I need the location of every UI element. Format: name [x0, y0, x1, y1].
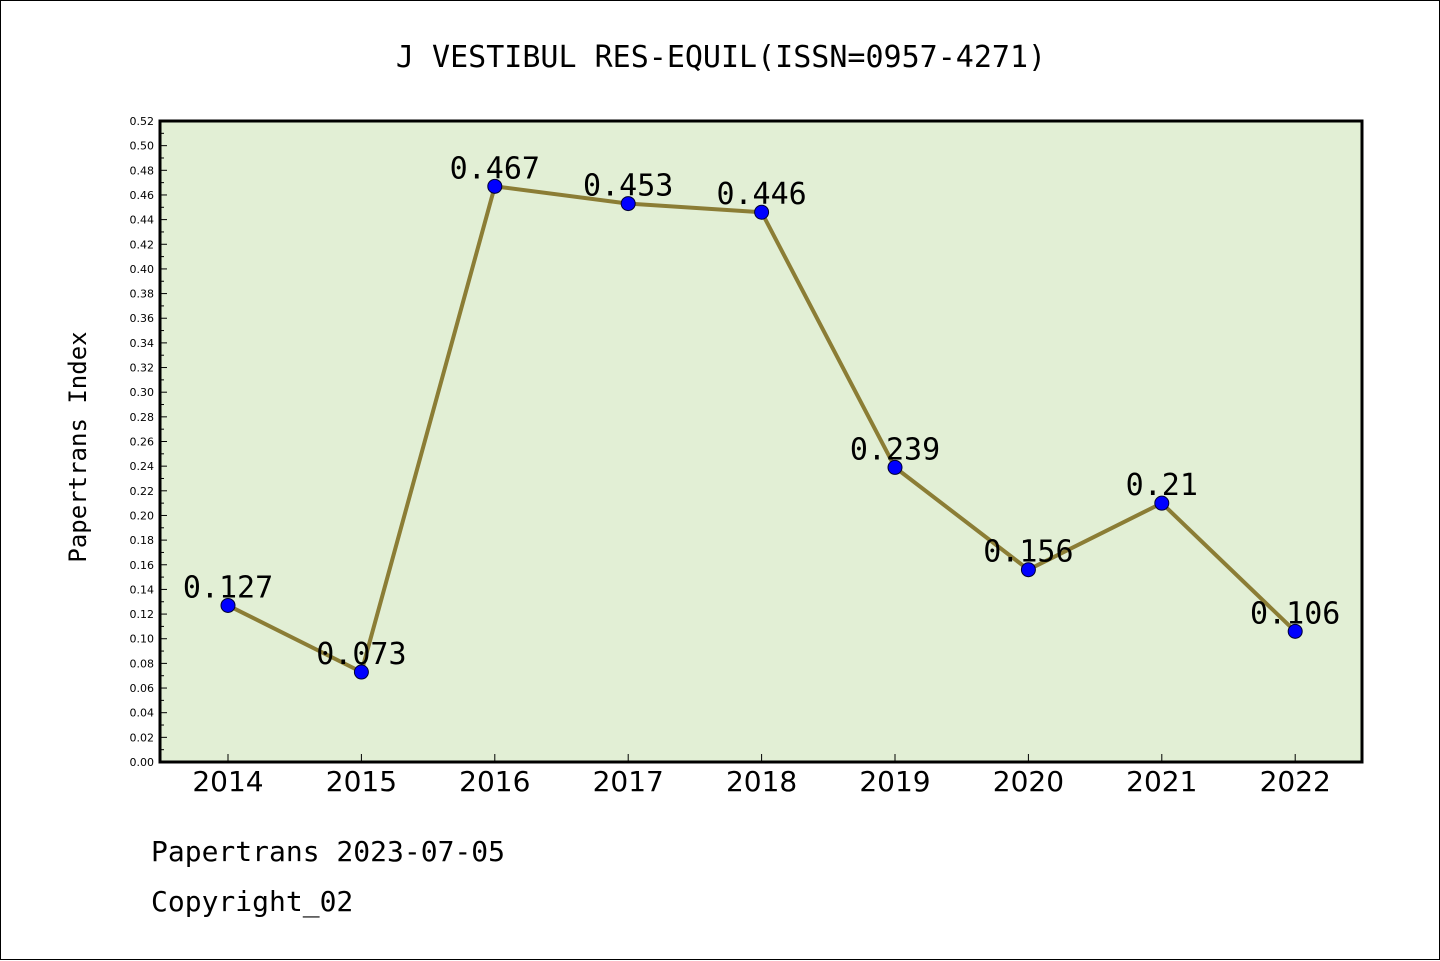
x-tick-label: 2020 — [993, 765, 1064, 798]
x-tick-label: 2017 — [593, 765, 664, 798]
y-tick-label: 0.38 — [130, 288, 155, 301]
footer-copyright: Copyright_02 — [151, 885, 354, 918]
y-tick-label: 0.36 — [130, 312, 155, 325]
y-tick-label: 0.26 — [130, 436, 155, 449]
data-point — [620, 196, 636, 212]
data-label: 0.127 — [183, 570, 273, 605]
y-tick-label: 0.00 — [130, 756, 155, 769]
data-point — [220, 597, 236, 613]
y-tick-label: 0.18 — [130, 534, 155, 547]
y-tick-label: 0.24 — [130, 460, 155, 473]
y-tick-label: 0.40 — [130, 263, 155, 276]
data-point — [1287, 623, 1303, 639]
data-label: 0.073 — [316, 637, 406, 672]
x-axis: 2014 2015 2016 2017 2018 2019 2020 2021 2022 — [192, 754, 1331, 798]
y-tick-label: 0.42 — [130, 238, 155, 251]
y-tick-label: 0.06 — [130, 682, 155, 695]
chart-title: J VESTIBUL RES-EQUIL(ISSN=0957-4271) — [396, 40, 1046, 75]
data-point — [754, 204, 770, 220]
y-tick-label: 0.50 — [130, 140, 155, 153]
y-tick-label: 0.14 — [130, 583, 155, 596]
y-tick-label: 0.10 — [130, 633, 155, 646]
x-tick-label: 2014 — [192, 765, 263, 798]
x-tick-label: 2015 — [326, 765, 397, 798]
y-tick-label: 0.20 — [130, 509, 155, 522]
y-tick-label: 0.32 — [130, 362, 155, 375]
x-tick-label: 2022 — [1260, 765, 1331, 798]
y-axis: 0.00 0.02 0.04 0.06 0.08 0.10 0.12 0.14 0.16 0.18… — [130, 115, 167, 769]
data-point — [1154, 495, 1170, 511]
data-point — [353, 664, 369, 680]
y-tick-label: 0.28 — [130, 411, 155, 424]
y-tick-label: 0.48 — [130, 164, 155, 177]
data-point — [887, 459, 903, 475]
data-point — [1020, 562, 1036, 578]
x-tick-label: 2021 — [1126, 765, 1197, 798]
y-tick-label: 0.46 — [130, 189, 155, 202]
footer-date: Papertrans 2023-07-05 — [151, 835, 506, 868]
data-label: 0.156 — [983, 535, 1073, 570]
x-tick-label: 2016 — [459, 765, 530, 798]
data-label: 0.239 — [850, 432, 940, 467]
y-tick-label: 0.12 — [130, 608, 155, 621]
y-tick-label: 0.44 — [130, 214, 155, 227]
data-label: 0.21 — [1126, 468, 1198, 503]
y-tick-label: 0.34 — [130, 337, 155, 350]
plot-area — [158, 119, 1364, 764]
y-tick-label: 0.08 — [130, 657, 155, 670]
y-axis-label: Papertrans Index — [64, 331, 92, 562]
data-label: 0.467 — [450, 151, 540, 186]
y-tick-label: 0.16 — [130, 559, 155, 572]
data-labels: 0.127 0.073 0.467 0.453 0.446 0.239 0.156 0.21 0… — [183, 151, 1341, 672]
y-tick-label: 0.04 — [130, 707, 155, 720]
series-markers — [220, 178, 1303, 680]
data-label: 0.453 — [583, 169, 673, 204]
y-tick-label: 0.30 — [130, 386, 155, 399]
data-label: 0.446 — [716, 177, 806, 212]
y-tick-label: 0.22 — [130, 485, 155, 498]
data-label: 0.106 — [1250, 596, 1340, 631]
y-tick-label: 0.02 — [130, 731, 155, 744]
y-tick-label: 0.52 — [130, 115, 155, 128]
x-tick-label: 2019 — [859, 765, 930, 798]
data-point — [487, 178, 503, 194]
x-tick-label: 2018 — [726, 765, 797, 798]
